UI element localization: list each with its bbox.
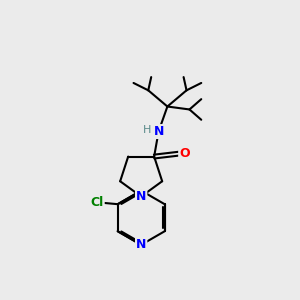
- Text: N: N: [136, 190, 146, 203]
- Text: N: N: [153, 125, 164, 138]
- Text: O: O: [179, 147, 190, 160]
- Text: Cl: Cl: [91, 196, 104, 209]
- Text: N: N: [136, 238, 146, 251]
- Text: H: H: [143, 125, 152, 135]
